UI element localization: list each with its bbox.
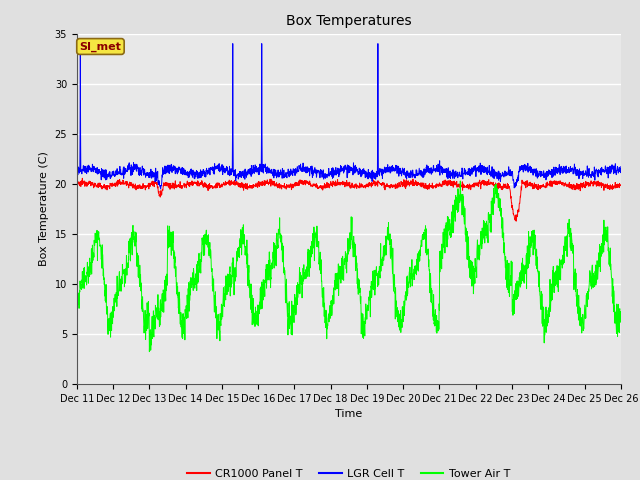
- Line: CR1000 Panel T: CR1000 Panel T: [77, 178, 621, 221]
- Tower Air T: [225, 278, 232, 284]
- Tower Air T: [376, 257, 384, 263]
- X-axis label: Time: Time: [335, 409, 362, 419]
- CR1000 Panel T: [225, 179, 232, 184]
- Title: Box Temperatures: Box Temperatures: [286, 14, 412, 28]
- CR1000 Panel T: [376, 180, 384, 186]
- LGR Cell T: [73, 168, 81, 174]
- LGR Cell T: [365, 173, 372, 179]
- Tower Air T: [73, 301, 81, 307]
- CR1000 Panel T: [570, 181, 577, 187]
- Legend: CR1000 Panel T, LGR Cell T, Tower Air T: CR1000 Panel T, LGR Cell T, Tower Air T: [183, 465, 515, 480]
- Tower Air T: [508, 258, 515, 264]
- CR1000 Panel T: [584, 182, 592, 188]
- LGR Cell T: [617, 164, 625, 169]
- LGR Cell T: [584, 173, 592, 179]
- CR1000 Panel T: [513, 218, 520, 224]
- LGR Cell T: [157, 186, 164, 192]
- CR1000 Panel T: [73, 182, 81, 188]
- CR1000 Panel T: [617, 183, 625, 189]
- Line: Tower Air T: Tower Air T: [77, 181, 621, 352]
- LGR Cell T: [225, 168, 233, 174]
- LGR Cell T: [570, 171, 577, 177]
- Line: LGR Cell T: LGR Cell T: [77, 44, 621, 189]
- Tower Air T: [456, 178, 464, 184]
- Y-axis label: Box Temperature (C): Box Temperature (C): [39, 151, 49, 266]
- CR1000 Panel T: [365, 184, 372, 190]
- CR1000 Panel T: [79, 175, 86, 181]
- LGR Cell T: [77, 41, 84, 47]
- LGR Cell T: [508, 173, 515, 179]
- Tower Air T: [617, 315, 625, 321]
- CR1000 Panel T: [507, 193, 515, 199]
- Tower Air T: [584, 291, 592, 297]
- Tower Air T: [365, 305, 372, 311]
- Text: SI_met: SI_met: [79, 41, 122, 52]
- Tower Air T: [570, 248, 577, 254]
- Tower Air T: [145, 349, 153, 355]
- LGR Cell T: [377, 166, 385, 172]
